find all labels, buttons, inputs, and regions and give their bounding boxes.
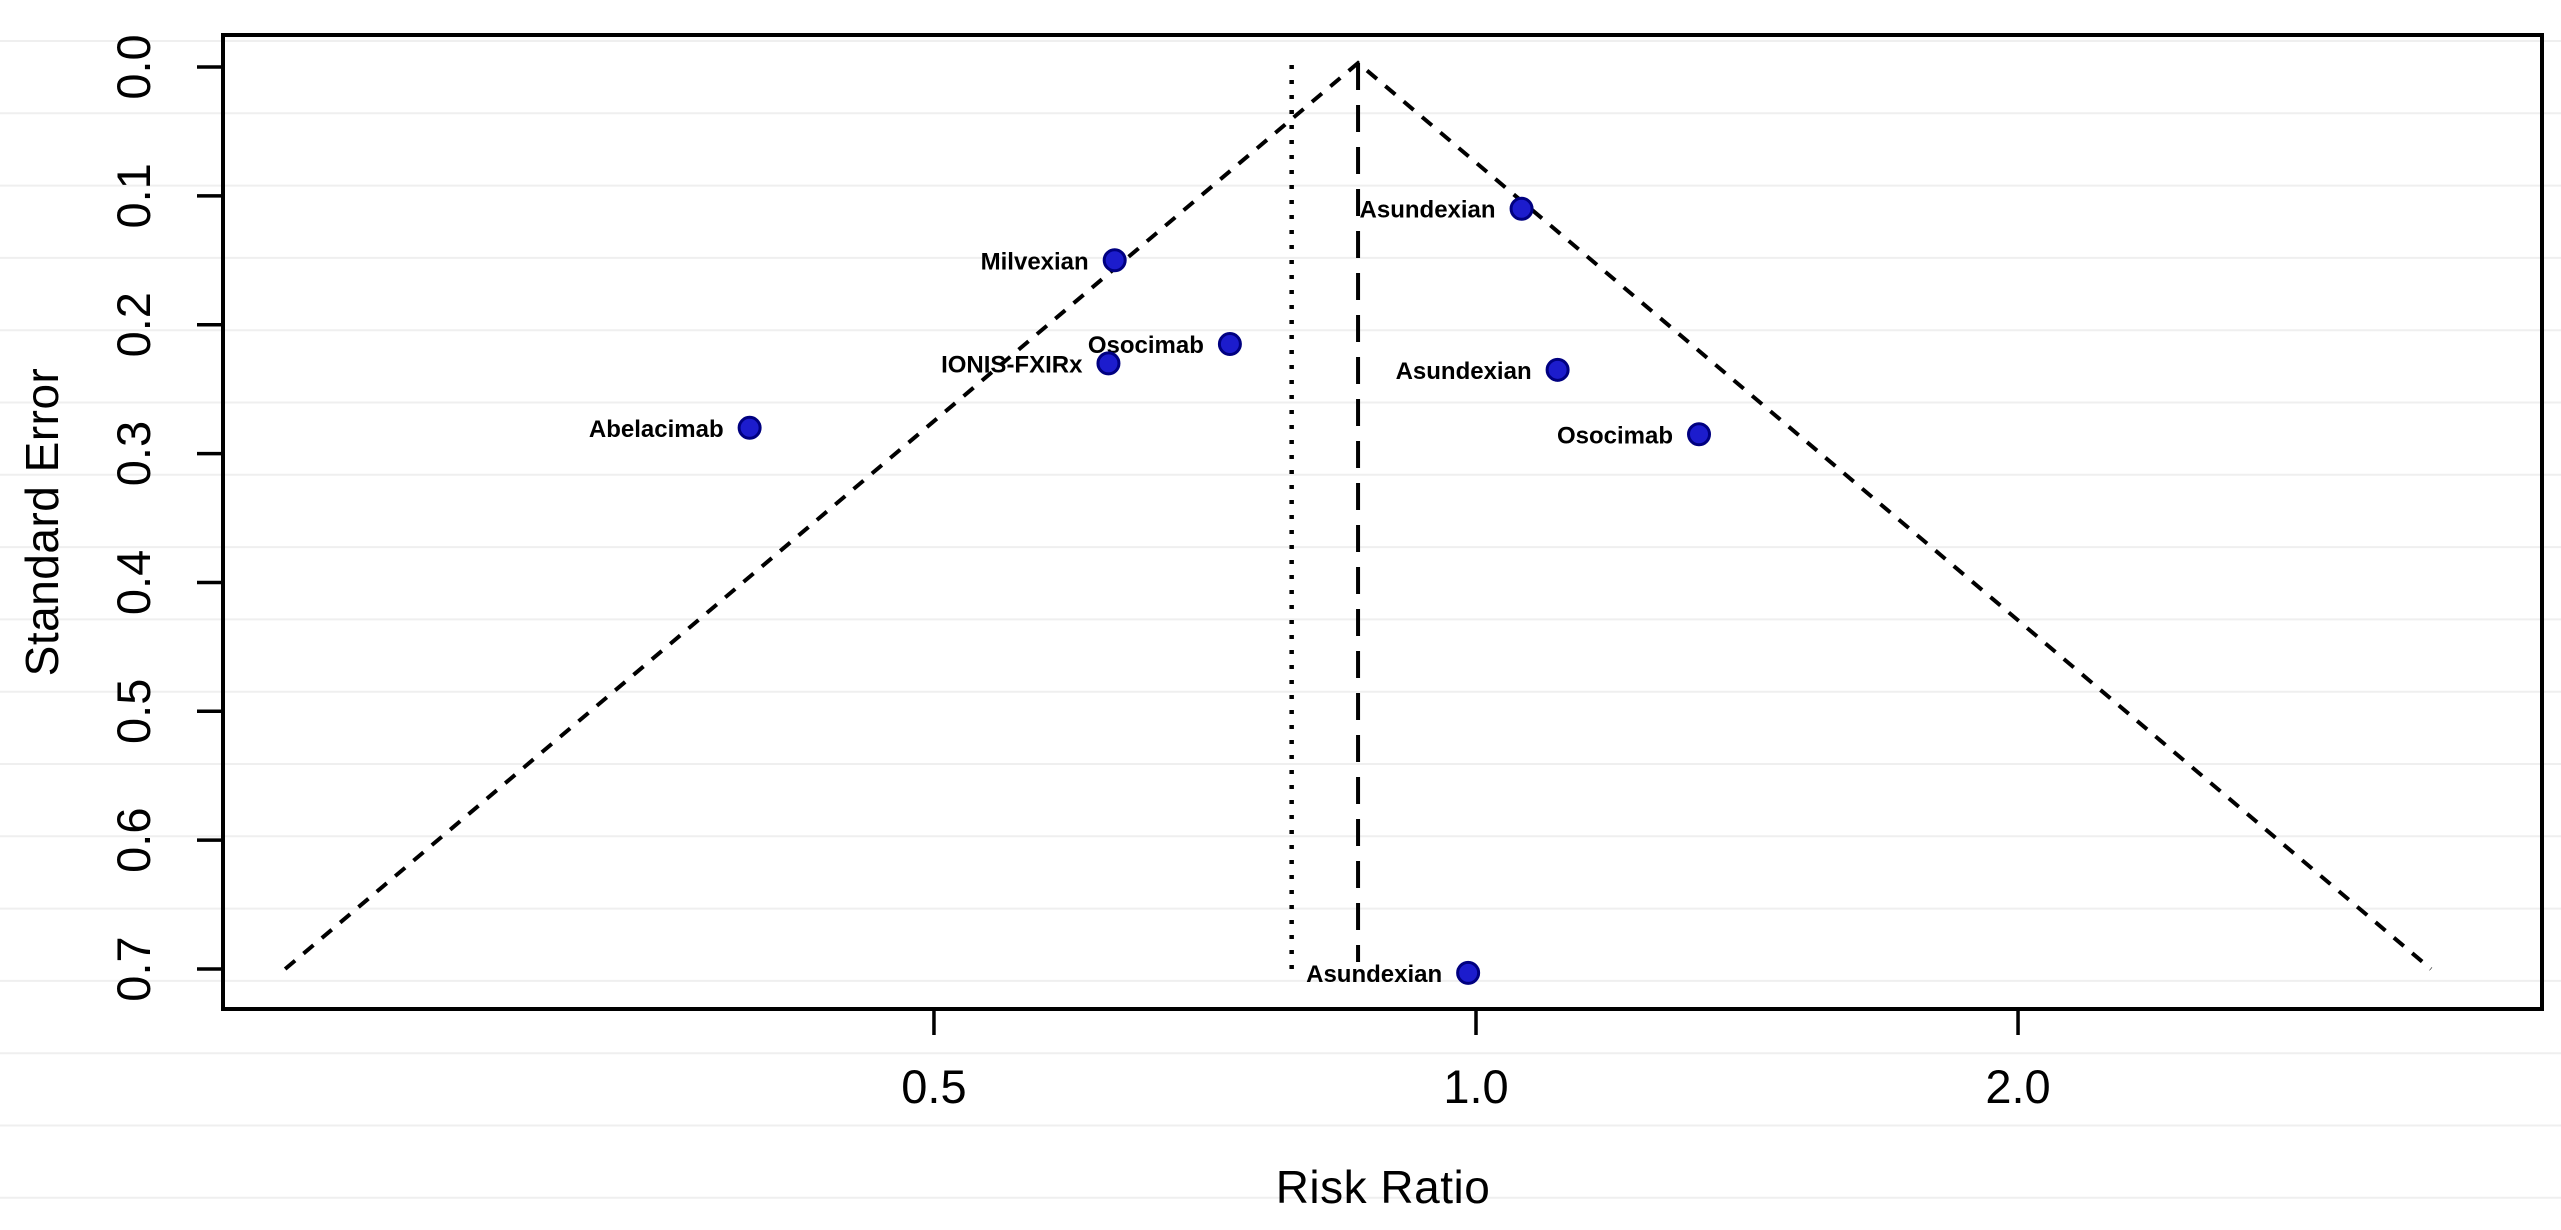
data-points: Asundexian Milvexian Osocimab IONIS-FXIRx As… [589, 196, 1712, 988]
study-point-group: Milvexian [981, 248, 1127, 275]
study-point-marker [1687, 422, 1712, 447]
x-tick-label: 1.0 [1443, 1060, 1508, 1113]
study-point-label: Asundexian [1306, 961, 1442, 988]
x-tick-label: 0.5 [901, 1060, 966, 1113]
study-point-marker [1456, 960, 1481, 985]
study-point-marker [1509, 196, 1534, 221]
y-tick-label: 0.7 [107, 936, 160, 1001]
study-point-label: Asundexian [1360, 197, 1496, 224]
study-point-group: Asundexian [1306, 960, 1481, 988]
study-point-label: Abelacimab [589, 416, 724, 443]
y-tick-label: 0.5 [107, 679, 160, 744]
y-tick-label: 0.6 [107, 807, 160, 872]
study-point-group: Abelacimab [589, 415, 762, 443]
reference-lines [1289, 63, 1361, 975]
study-point-marker [1096, 351, 1121, 376]
study-point-group: IONIS-FXIRx [941, 351, 1121, 378]
background-banding [0, 40, 2561, 1199]
study-point-group: Osocimab [1557, 422, 1712, 449]
y-tick-label: 0.4 [107, 550, 160, 615]
x-tick-label: 2.0 [1985, 1060, 2050, 1113]
study-point-label: Milvexian [981, 248, 1089, 275]
plot-border [221, 33, 2544, 1011]
axis-ticks [197, 65, 2020, 1035]
y-tick-label: 0.0 [107, 34, 160, 99]
study-point-group: Asundexian [1360, 196, 1534, 224]
study-point-marker [737, 415, 762, 440]
x-axis-title: Risk Ratio [1276, 1161, 1491, 1213]
study-point-label: Asundexian [1396, 358, 1532, 385]
y-tick-label: 0.1 [107, 163, 160, 228]
study-point-marker [1102, 248, 1127, 273]
plot-frame [221, 33, 2544, 1011]
study-point-label: IONIS-FXIRx [941, 351, 1083, 378]
axis-tick-labels: 0.0 0.1 0.2 0.3 0.4 0.5 0.6 0.7 0.5 1.0 2.0 [107, 34, 2051, 1113]
study-point-marker [1545, 357, 1570, 382]
study-point-marker [1217, 332, 1242, 357]
study-point-label: Osocimab [1557, 422, 1673, 449]
y-tick-label: 0.2 [107, 292, 160, 357]
study-point-group: Asundexian [1396, 357, 1570, 385]
y-tick-label: 0.3 [107, 421, 160, 486]
y-axis-title: Standard Error [16, 368, 68, 677]
